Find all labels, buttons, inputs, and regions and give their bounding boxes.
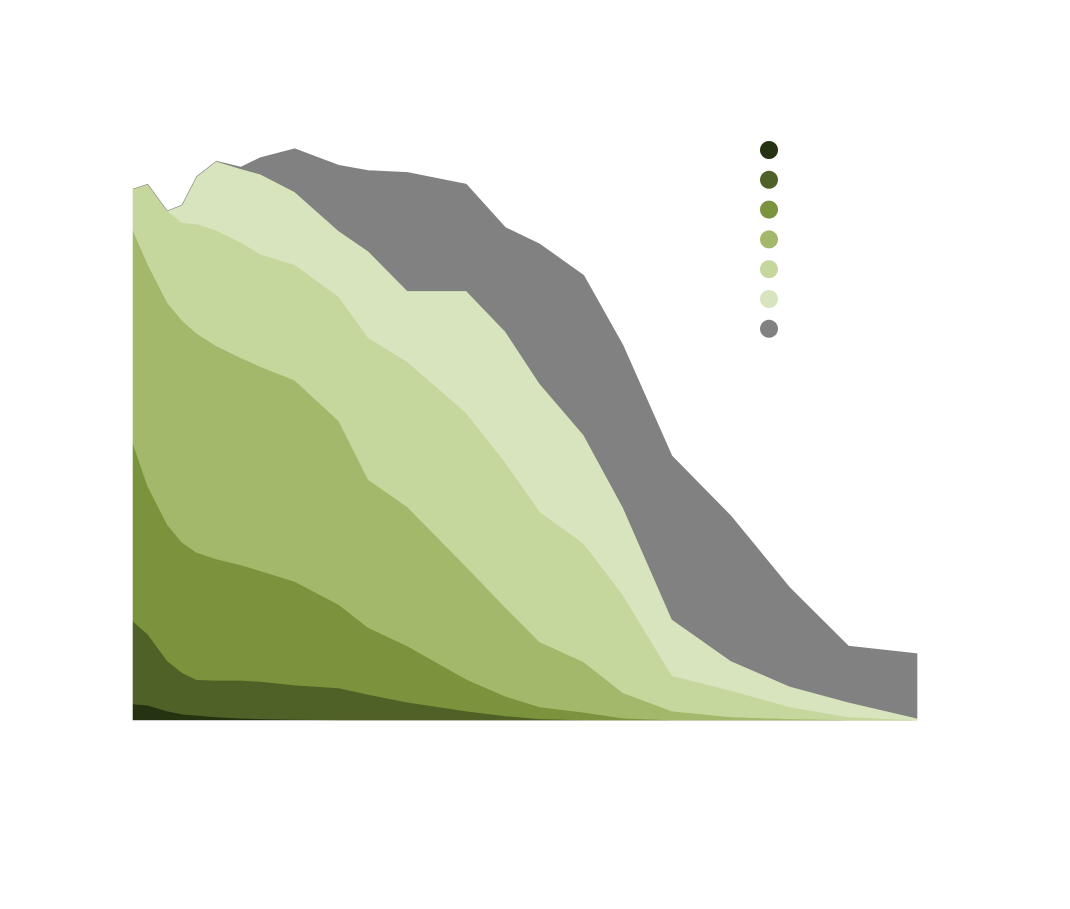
area-layers: [132, 148, 918, 721]
legend: [760, 141, 778, 338]
legend-marker-3: [760, 200, 778, 219]
area-series-7: [132, 148, 918, 719]
legend-marker-2: [760, 170, 778, 189]
legend-marker-6: [760, 290, 778, 308]
legend-marker-4: [760, 230, 778, 249]
legend-marker-1: [760, 141, 778, 159]
legend-marker-7: [760, 319, 778, 338]
legend-marker-5: [760, 260, 778, 279]
